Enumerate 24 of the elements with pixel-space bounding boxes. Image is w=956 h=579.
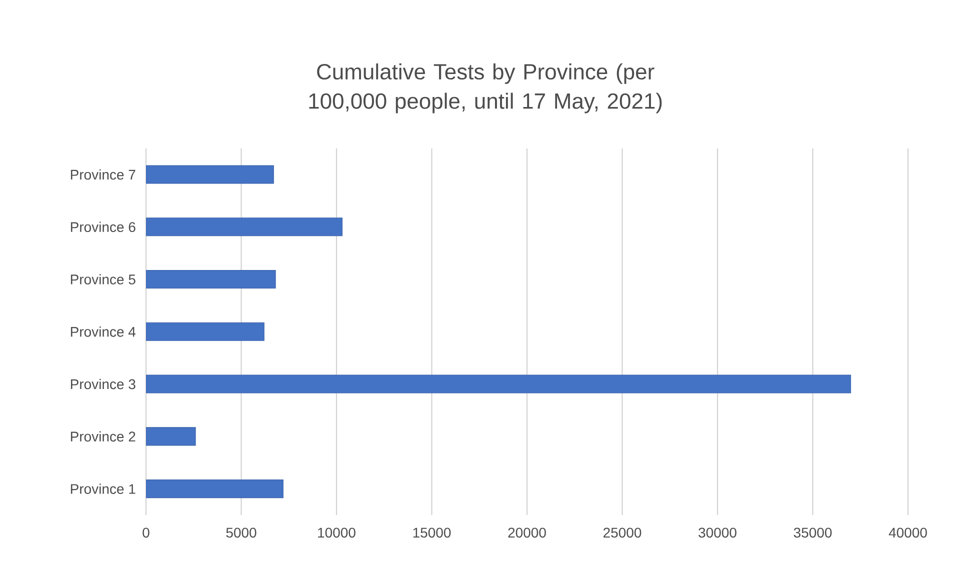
bar [146, 322, 264, 341]
bar [146, 270, 276, 289]
x-tick-label: 40000 [888, 528, 927, 538]
x-tick-label: 0 [142, 528, 150, 538]
y-tick-label: Province 5 [70, 274, 136, 284]
x-tick-label: 25000 [604, 528, 642, 538]
chart-title: Cumulative Tests by Province (per 100,000 people, until 17 May, 2021) [309, 63, 662, 114]
x-tick-label: 15000 [413, 528, 451, 538]
y-tick-label: Province 3 [70, 378, 136, 390]
x-tick-label: 35000 [794, 528, 832, 538]
bar [146, 374, 852, 394]
y-tick-label: Province 4 [70, 326, 136, 337]
y-tick-label: Province 2 [70, 431, 136, 442]
bar [146, 427, 196, 446]
y-tick-label: Province 7 [70, 169, 136, 180]
y-tick-label: Province 1 [70, 484, 136, 494]
x-tick-label: 20000 [508, 528, 546, 538]
x-tick-label: 5000 [226, 528, 256, 538]
x-tick-label: 30000 [698, 528, 736, 538]
bar [146, 218, 342, 236]
x-tick-label: 10000 [318, 528, 356, 538]
y-tick-label: Province 6 [70, 222, 136, 232]
bar [146, 165, 274, 184]
bar [146, 480, 284, 498]
